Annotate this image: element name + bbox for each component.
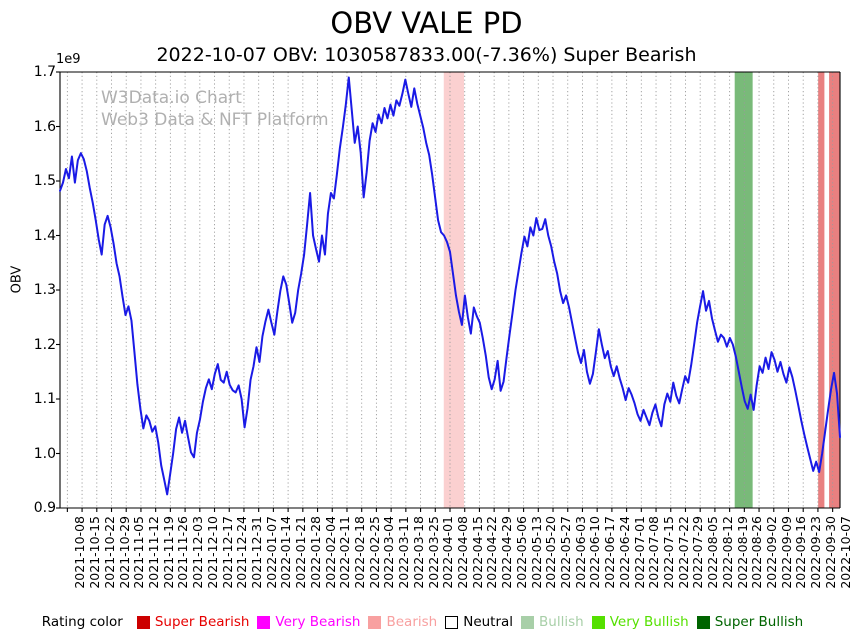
x-tick-label: 2021-12-17 <box>219 516 235 589</box>
x-tick-label: 2022-08-05 <box>705 516 721 589</box>
legend-swatch-icon <box>521 615 535 629</box>
y-tick-label: 1.2 <box>33 336 56 353</box>
x-tick-label: 2022-05-20 <box>543 516 559 589</box>
legend-swatch-icon <box>136 615 150 629</box>
x-tick-label: 2022-04-01 <box>440 516 456 589</box>
y-tick-label: 1.7 <box>33 64 56 80</box>
x-tick-label: 2022-09-09 <box>778 516 794 589</box>
legend-label: Very Bearish <box>275 614 361 630</box>
x-tick-label: 2022-03-25 <box>425 516 441 589</box>
x-tick-label: 2021-10-15 <box>87 516 103 589</box>
y-tick-label: 1.5 <box>33 173 56 189</box>
data-line-obv <box>59 76 841 496</box>
legend-label: Super Bearish <box>154 614 250 630</box>
y-tick-label: 1.6 <box>33 118 56 135</box>
x-tick-label: 2022-07-08 <box>646 516 662 589</box>
y-axis-offset-text: 1e9 <box>56 52 81 67</box>
x-tick-label: 2022-07-29 <box>690 516 706 589</box>
legend-item-neutral[interactable]: Neutral <box>445 614 513 630</box>
x-tick-label: 2022-08-26 <box>749 516 765 589</box>
legend-label: Neutral <box>463 614 514 630</box>
y-tick-label: 1.1 <box>33 391 56 407</box>
x-tick-label: 2021-11-19 <box>160 516 176 589</box>
x-tick-label: 2022-01-14 <box>278 516 294 589</box>
x-tick-label: 2022-01-21 <box>293 516 309 589</box>
x-tick-label: 2022-06-24 <box>616 516 632 589</box>
rating-band-bullish <box>734 72 753 508</box>
legend-swatch-icon <box>696 615 710 629</box>
rating-band-bearish <box>829 72 840 508</box>
x-tick-label: 2021-10-08 <box>72 516 88 589</box>
x-tick-label: 2022-02-11 <box>337 516 353 589</box>
x-tick-label: 2021-11-26 <box>175 516 191 589</box>
x-tick-label: 2021-12-24 <box>234 516 250 589</box>
legend-item-super-bearish[interactable]: Super Bearish <box>136 614 250 630</box>
x-tick-label: 2021-10-29 <box>116 516 132 589</box>
x-tick-label: 2021-10-22 <box>101 516 117 589</box>
legend-label: Bullish <box>539 614 584 630</box>
x-tick-label: 2021-12-31 <box>248 516 264 589</box>
y-axis-ticks: 0.9 1.0 1.1 1.2 1.3 1.4 1.5 1.6 1.7 <box>0 0 56 641</box>
y-tick-label: 1.4 <box>33 227 56 244</box>
legend-item-super-bullish[interactable]: Super Bullish <box>696 614 804 630</box>
legend-label: Super Bullish <box>714 614 804 630</box>
x-tick-label: 2021-12-10 <box>204 516 220 589</box>
x-tick-label: 2022-10-07 <box>837 516 853 589</box>
legend-swatch-icon <box>368 615 382 629</box>
x-tick-label: 2022-07-01 <box>631 516 647 589</box>
x-tick-label: 2022-01-07 <box>263 516 279 589</box>
chart-subtitle: 2022-10-07 OBV: 1030587833.00(-7.36%) Su… <box>156 44 697 66</box>
x-tick-label: 2022-07-15 <box>661 516 677 589</box>
x-tick-label: 2022-05-27 <box>558 516 574 589</box>
x-tick-label: 2022-04-08 <box>455 516 470 589</box>
legend-label: Very Bullish <box>609 614 689 630</box>
x-tick-label: 2022-09-16 <box>793 516 809 589</box>
legend-swatch-icon <box>445 615 459 629</box>
x-tick-label: 2022-05-13 <box>528 516 544 589</box>
x-tick-label: 2022-09-30 <box>822 516 838 589</box>
legend-item-very-bearish[interactable]: Very Bearish <box>257 614 360 630</box>
x-tick-label: 2022-03-18 <box>410 516 426 589</box>
x-tick-label: 2022-06-10 <box>587 516 603 589</box>
x-tick-label: 2022-02-18 <box>351 516 367 589</box>
legend-item-very-bullish[interactable]: Very Bullish <box>591 614 689 630</box>
x-tick-label: 2022-04-22 <box>484 516 500 589</box>
x-tick-label: 2022-02-04 <box>322 516 338 589</box>
x-tick-label: 2022-09-02 <box>764 516 780 589</box>
x-tick-label: 2022-01-28 <box>307 516 323 589</box>
y-tick-label: 1.0 <box>33 445 56 462</box>
x-tick-label: 2022-08-19 <box>734 516 750 589</box>
x-tick-label: 2022-04-15 <box>469 516 485 589</box>
x-tick-label: 2022-05-06 <box>513 516 529 589</box>
x-tick-label: 2022-03-04 <box>381 516 397 589</box>
legend-item-bearish[interactable]: Bearish <box>368 614 437 630</box>
rating-band-bearish <box>818 72 825 508</box>
x-tick-label: 2022-02-25 <box>366 516 382 589</box>
x-tick-label: 2022-04-29 <box>499 516 515 589</box>
y-tick-label: 0.9 <box>33 500 56 516</box>
chart-title: OBV VALE PD <box>330 6 523 40</box>
x-tick-label: 2021-11-12 <box>145 516 161 589</box>
x-tick-label: 2021-11-05 <box>131 516 147 589</box>
x-tick-label: 2022-06-17 <box>602 516 618 589</box>
legend-swatch-icon <box>591 615 605 629</box>
legend-label: Bearish <box>386 614 438 630</box>
chart-legend: Rating color Super Bearish Very Bearish Be… <box>0 614 853 630</box>
legend-title: Rating color <box>41 614 123 630</box>
y-tick-label: 1.3 <box>33 282 56 298</box>
x-tick-label: 2022-07-22 <box>675 516 691 589</box>
x-tick-label: 2022-06-03 <box>572 516 588 589</box>
legend-swatch-icon <box>257 615 271 629</box>
x-tick-label: 2022-08-12 <box>719 516 735 589</box>
x-tick-label: 2022-03-11 <box>396 516 412 589</box>
x-tick-label: 2022-09-23 <box>808 516 824 589</box>
rating-band-bearish <box>443 72 465 508</box>
x-tick-label: 2021-12-03 <box>190 516 206 589</box>
legend-item-bullish[interactable]: Bullish <box>521 614 584 630</box>
